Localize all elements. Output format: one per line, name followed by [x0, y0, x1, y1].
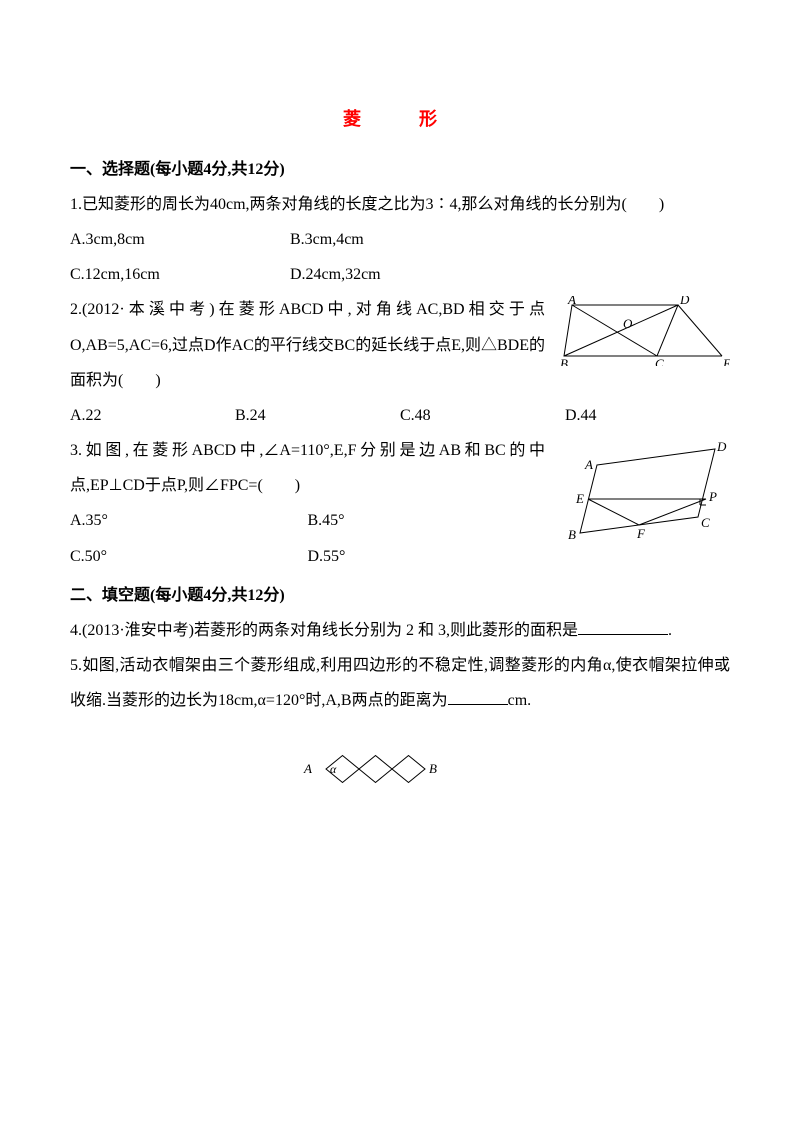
svg-text:P: P — [708, 489, 717, 504]
q1-option-b: B.3cm,4cm — [290, 222, 510, 257]
svg-text:A: A — [567, 296, 576, 307]
svg-text:C: C — [655, 356, 664, 366]
svg-text:C: C — [701, 515, 710, 530]
q1-text: 1.已知菱形的周长为40cm,两条对角线的长度之比为3∶4,那么对角线的长分别为… — [70, 187, 730, 222]
q1-option-c: C.12cm,16cm — [70, 257, 290, 292]
page-title: 菱 形 — [70, 100, 730, 140]
q2-option-b: B.24 — [235, 398, 400, 433]
svg-text:A: A — [303, 761, 312, 776]
q1-option-a: A.3cm,8cm — [70, 222, 290, 257]
q1-options: A.3cm,8cm B.3cm,4cm — [70, 222, 730, 257]
q4-text-after: . — [668, 622, 672, 639]
q2-option-c: C.48 — [400, 398, 565, 433]
title-text: 菱 形 — [343, 109, 457, 129]
svg-text:α: α — [330, 762, 337, 776]
q4-blank — [578, 619, 668, 635]
svg-text:A: A — [584, 457, 593, 472]
q2-options: A.22 B.24 C.48 D.44 — [70, 398, 730, 433]
q2-option-a: A.22 — [70, 398, 235, 433]
section-2-heading: 二、填空题(每小题4分,共12分) — [70, 578, 730, 613]
q1-options-row2: C.12cm,16cm D.24cm,32cm — [70, 257, 730, 292]
q5-blank — [448, 689, 508, 705]
q3-figure: A D B C E P F — [565, 437, 730, 547]
q5-text: 5.如图,活动衣帽架由三个菱形组成,利用四边形的不稳定性,调整菱形的内角α,使衣… — [70, 648, 730, 718]
q5-figure: Aα B — [290, 729, 510, 809]
svg-text:D: D — [679, 296, 690, 307]
q2-figure: A D B C E O — [560, 296, 730, 366]
question-2: 2.(2012·本溪中考)在菱形ABCD中,对角线AC,BD相交于点O,AB=5… — [70, 292, 730, 433]
q5-text-before: 5.如图,活动衣帽架由三个菱形组成,利用四边形的不稳定性,调整菱形的内角α,使衣… — [70, 657, 730, 709]
svg-text:B: B — [429, 761, 437, 776]
question-3: 3.如图,在菱形ABCD中,∠A=110°,E,F分别是边AB和BC的中点,EP… — [70, 433, 730, 574]
svg-text:B: B — [568, 527, 576, 542]
q3-option-c: C.50° — [70, 539, 308, 574]
question-1: 1.已知菱形的周长为40cm,两条对角线的长度之比为3∶4,那么对角线的长分别为… — [70, 187, 730, 293]
svg-text:E: E — [575, 491, 584, 506]
svg-text:E: E — [722, 356, 730, 366]
svg-text:F: F — [636, 526, 646, 541]
q3-option-d: D.55° — [308, 539, 546, 574]
section-1-heading: 一、选择题(每小题4分,共12分) — [70, 152, 730, 187]
svg-text:O: O — [623, 316, 633, 331]
question-5: 5.如图,活动衣帽架由三个菱形组成,利用四边形的不稳定性,调整菱形的内角α,使衣… — [70, 648, 730, 808]
q4-text: 4.(2013·淮安中考)若菱形的两条对角线长分别为 2 和 3,则此菱形的面积… — [70, 613, 730, 648]
svg-text:B: B — [560, 356, 568, 366]
q1-option-d: D.24cm,32cm — [290, 257, 510, 292]
q2-option-d: D.44 — [565, 398, 730, 433]
q5-text-after: cm. — [508, 692, 532, 709]
question-4: 4.(2013·淮安中考)若菱形的两条对角线长分别为 2 和 3,则此菱形的面积… — [70, 613, 730, 648]
q3-option-a: A.35° — [70, 503, 308, 538]
q3-option-b: B.45° — [308, 503, 546, 538]
q4-text-before: 4.(2013·淮安中考)若菱形的两条对角线长分别为 2 和 3,则此菱形的面积… — [70, 622, 578, 639]
svg-text:D: D — [716, 439, 727, 454]
